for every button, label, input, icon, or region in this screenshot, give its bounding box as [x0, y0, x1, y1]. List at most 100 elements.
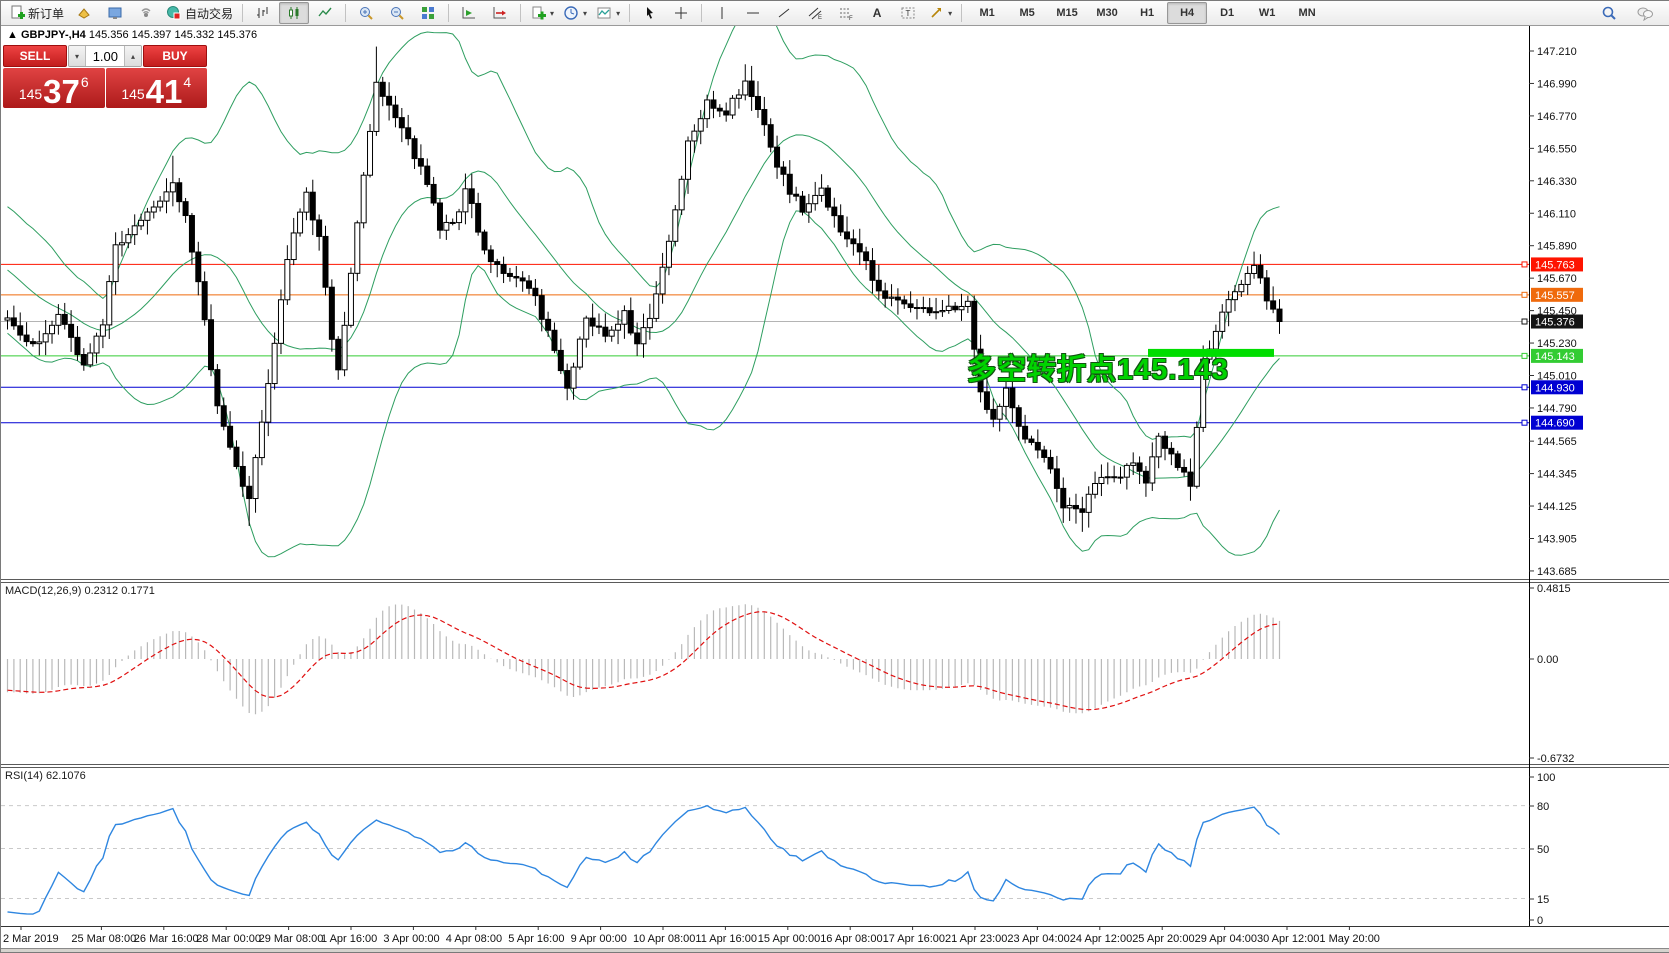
sell-price-display[interactable]: 145 37 6: [3, 68, 105, 108]
pivot-annotation[interactable]: 多空转折点145.143: [967, 354, 1229, 386]
metaeditor-button[interactable]: [69, 2, 99, 24]
highlight-segment[interactable]: [1148, 348, 1274, 357]
svg-text:145.376: 145.376: [1535, 317, 1575, 329]
time-tick-label: 29 Apr 04:00: [1195, 933, 1257, 945]
channel-icon: E: [808, 7, 822, 21]
metaeditor-icon: [78, 8, 90, 19]
svg-text:145.143: 145.143: [1535, 351, 1575, 363]
timeframe-D1[interactable]: D1: [1220, 7, 1235, 19]
label-tool-button[interactable]: T: [893, 2, 923, 24]
text-icon: A: [872, 6, 882, 20]
time-tick-label: 16 Apr 08:00: [820, 933, 882, 945]
auto-scroll-icon: [462, 7, 476, 19]
sell-button[interactable]: SELL: [3, 45, 67, 67]
volume-input[interactable]: [86, 46, 124, 66]
timeframe-MN[interactable]: MN: [1298, 7, 1316, 19]
time-tick-label: 11 Apr 16:00: [695, 933, 757, 945]
label-icon: T: [901, 7, 915, 19]
buy-button[interactable]: BUY: [143, 45, 207, 67]
toolbar-separator: [345, 4, 347, 22]
market-watch-button[interactable]: [100, 2, 130, 24]
timeframe-W1[interactable]: W1: [1258, 7, 1276, 19]
toolbar-separator: [701, 4, 703, 22]
volume-increase-button[interactable]: ▴: [124, 46, 141, 66]
collapse-triangle-icon[interactable]: ▲: [7, 29, 18, 41]
buy-price-display[interactable]: 145 41 4: [105, 68, 207, 108]
time-tick-label: 29 Mar 08:00: [259, 933, 324, 945]
template-button[interactable]: ▾: [592, 2, 624, 24]
axis-tick-label: 144.125: [1537, 501, 1577, 513]
autotrading-label: 自动交易: [185, 6, 234, 21]
timeframe-H1[interactable]: H1: [1140, 7, 1155, 19]
time-tick-label: 2 Mar 2019: [3, 933, 59, 945]
fibonacci-tool-button[interactable]: F: [831, 2, 861, 24]
toolbar-separator: [961, 4, 963, 22]
sell-price-big: 37: [43, 72, 80, 110]
macd-histogram: [6, 604, 1281, 715]
symbol-name: GBPJPY-,H4: [20, 29, 86, 41]
text-tool-button[interactable]: A: [862, 2, 892, 24]
candlestick-chart-button[interactable]: [279, 2, 310, 24]
signals-button[interactable]: [131, 2, 161, 24]
time-tick-label: 25 Apr 20:00: [1132, 933, 1194, 945]
timeframe-M15[interactable]: M15: [1056, 7, 1078, 19]
search-button[interactable]: [1594, 2, 1624, 24]
new-order-icon: [11, 5, 25, 19]
axis-tick-label: 0: [1537, 915, 1543, 927]
new-order-button[interactable]: 新订单: [5, 2, 68, 24]
tile-windows-icon: [422, 7, 435, 19]
zoom-in-button[interactable]: [351, 2, 381, 24]
rsi-value: 62.1076: [45, 770, 86, 782]
timeframe-M30[interactable]: M30: [1096, 7, 1118, 19]
horizontal-line-tool-button[interactable]: [738, 2, 768, 24]
axis-tick-label: 100: [1537, 772, 1555, 784]
volume-decrease-button[interactable]: ▾: [69, 46, 86, 66]
crosshair-icon: [675, 7, 688, 19]
chat-button[interactable]: [1630, 2, 1660, 24]
auto-scroll-button[interactable]: [454, 2, 484, 24]
price-axis: 147.210 146.990 146.770 146.550 146.330 146.1…: [1529, 25, 1577, 926]
svg-text:144.690: 144.690: [1535, 418, 1575, 430]
vertical-line-tool-button[interactable]: [707, 2, 737, 24]
line-chart-button[interactable]: [310, 2, 340, 24]
chart-shift-button[interactable]: [485, 2, 515, 24]
periods-icon: [564, 6, 578, 20]
price-label-box: 145.143: [1521, 348, 1583, 363]
timeframe-H4[interactable]: H4: [1167, 2, 1208, 24]
periods-button[interactable]: ▾: [559, 2, 591, 24]
axis-tick-label: 144.345: [1537, 469, 1577, 481]
timeframe-M1[interactable]: M1: [979, 7, 995, 19]
time-tick-label: 1 Apr 16:00: [321, 933, 377, 945]
arrows-tool-button[interactable]: ▾: [924, 2, 956, 24]
time-tick-label: 26 Mar 16:00: [134, 933, 199, 945]
macd-header: MACD(12,26,9) 0.2312 0.1771: [5, 585, 155, 597]
toolbar-separator: [242, 4, 244, 22]
axis-tick-label: 146.550: [1537, 143, 1577, 155]
channel-tool-button[interactable]: E: [800, 2, 830, 24]
bar-chart-button[interactable]: [248, 2, 278, 24]
price-label-box: 145.763: [1521, 257, 1583, 272]
volume-stepper: ▾ ▴: [68, 45, 142, 67]
cursor-tool-button[interactable]: [635, 2, 665, 24]
indicators-icon: [532, 6, 547, 20]
axis-tick-label: 146.330: [1537, 176, 1577, 188]
autotrading-button[interactable]: 自动交易: [162, 2, 237, 24]
time-tick-label: 15 Apr 00:00: [758, 933, 820, 945]
search-icon: [1602, 6, 1616, 20]
tile-windows-button[interactable]: [413, 2, 443, 24]
indicators-button[interactable]: ▾: [526, 2, 558, 24]
crosshair-tool-button[interactable]: [666, 2, 696, 24]
toolbar-separator: [520, 4, 522, 22]
macd-name: MACD(12,26,9): [5, 585, 82, 597]
zoom-out-button[interactable]: [382, 2, 412, 24]
sell-price-sup: 6: [80, 74, 89, 90]
autotrading-icon: [167, 6, 181, 20]
time-tick-label: 30 Apr 12:00: [1257, 933, 1319, 945]
time-tick-label: 25 Mar 08:00: [71, 933, 136, 945]
timeframe-M5[interactable]: M5: [1019, 7, 1035, 19]
chat-icon: [1637, 7, 1653, 21]
trendline-tool-button[interactable]: [769, 2, 799, 24]
arrows-icon: [931, 8, 942, 18]
